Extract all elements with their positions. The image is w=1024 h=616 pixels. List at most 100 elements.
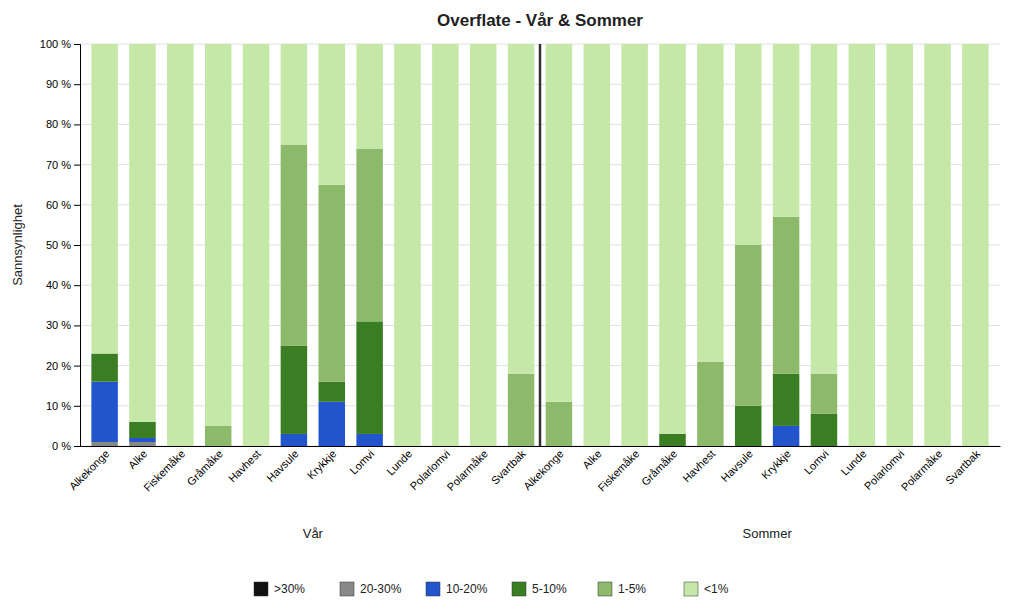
x-tick: Alkekonge (67, 446, 112, 492)
bar-segment (129, 422, 156, 438)
legend-label: >30% (274, 582, 305, 596)
bar-segment (470, 44, 497, 446)
x-tick-label: Lomvi (802, 447, 831, 476)
legend-item: 5-10% (512, 582, 567, 596)
y-tick-mark (74, 406, 80, 407)
x-tick: Svartbak (489, 446, 529, 487)
bar-segment (735, 245, 762, 406)
x-tick: Polarmåke (899, 446, 945, 493)
bar-segment (546, 44, 573, 402)
x-tick-label: Havhest (680, 447, 717, 484)
bar-segment (659, 44, 686, 434)
x-tick-label: Fiskemåke (141, 447, 187, 493)
x-tick-label: Krykkje (305, 447, 339, 481)
x-tick-label: Lomvi (347, 447, 376, 476)
legend-swatch (684, 582, 698, 596)
bar-segment (697, 44, 724, 362)
bar-segment (319, 185, 346, 382)
y-tick: 100 % (40, 38, 80, 50)
bar-segment (91, 442, 118, 446)
bar-segment (584, 44, 611, 446)
y-tick: 80 % (46, 118, 80, 130)
x-tick: Polarmåke (444, 446, 490, 493)
bar-segment (167, 44, 194, 446)
legend-item: 10-20% (426, 582, 488, 596)
legend-label: 10-20% (446, 582, 488, 596)
legend-item: <1% (684, 582, 729, 596)
bar-segment (281, 145, 308, 346)
legend-swatch (598, 582, 612, 596)
y-axis-title: Sannsynlighet (10, 204, 25, 286)
bar-segment (319, 44, 346, 185)
y-tick-label: 0 % (52, 440, 71, 452)
x-axis: AlkekongeAlkeFiskemåkeGrå­måkeHavhestHav… (67, 446, 1001, 494)
bar-segment (281, 434, 308, 446)
y-tick: 70 % (46, 159, 80, 171)
x-tick-label: Grå­måke (639, 447, 679, 487)
y-tick: 20 % (46, 360, 80, 372)
bar-segment (621, 44, 648, 446)
y-tick: 30 % (46, 319, 80, 331)
bar-segment (773, 426, 800, 446)
legend-item: 1-5% (598, 582, 646, 596)
y-tick-label: 20 % (46, 360, 71, 372)
legend-swatch (426, 582, 440, 596)
y-tick-mark (74, 84, 80, 85)
y-tick: 60 % (46, 199, 80, 211)
bar-segment (773, 217, 800, 374)
bar-segment (773, 374, 800, 426)
y-tick-mark (74, 165, 80, 166)
x-tick-label: Alkekonge (521, 447, 566, 492)
section-label: Sommer (743, 526, 793, 541)
bar-segment (546, 402, 573, 446)
x-tick: Lomvi (347, 446, 376, 477)
y-tick-label: 90 % (46, 78, 71, 90)
bar-segment (205, 44, 232, 426)
bar-segment (849, 44, 876, 446)
y-tick: 50 % (46, 239, 80, 251)
y-tick: 0 % (52, 440, 80, 452)
bar-segment (129, 438, 156, 442)
x-tick: Fiskemåke (141, 446, 187, 494)
x-tick: Havhest (226, 446, 263, 484)
legend-swatch (254, 582, 268, 596)
x-tick: Alke (126, 446, 150, 471)
legend-swatch (340, 582, 354, 596)
x-tick: Lomvi (802, 446, 831, 477)
legend-label: <1% (704, 582, 729, 596)
bar-segment (243, 44, 270, 446)
x-tick: Lunde (384, 446, 414, 478)
x-tick: Grå­måke (639, 446, 679, 488)
y-tick-label: 70 % (46, 159, 71, 171)
legend-swatch (512, 582, 526, 596)
x-tick: Lunde (839, 446, 869, 478)
x-tick-label: Alkekonge (67, 447, 112, 492)
bar-segment (281, 44, 308, 145)
x-tick-label: Lunde (384, 447, 414, 477)
x-tick-label: Havsule (718, 447, 755, 484)
chart: VårSommerAlkekongeAlkeFiskemåkeGrå­måkeH… (0, 0, 1024, 616)
x-tick-label: Fiskemåke (595, 447, 641, 493)
x-tick-label: Lunde (839, 447, 869, 477)
bar-segment (91, 44, 118, 354)
bar-segment (394, 44, 421, 446)
y-tick: 90 % (46, 78, 80, 90)
series (91, 442, 155, 446)
x-tick-label: Alke (580, 447, 604, 471)
bar-segment (508, 374, 535, 446)
title: Overflate - Vår & Sommer (437, 11, 643, 30)
x-tick: Krykkje (305, 446, 339, 481)
y-tick-mark (74, 44, 80, 45)
x-tick-label: Svartbak (489, 447, 529, 487)
legend-label: 1-5% (618, 582, 646, 596)
legend-item: 20-30% (340, 582, 402, 596)
bar-segment (91, 382, 118, 442)
y-tick-label: 10 % (46, 400, 71, 412)
bar-segment (811, 414, 838, 446)
bar-segment (811, 44, 838, 374)
section-divider (539, 44, 542, 446)
bar-segment (319, 402, 346, 446)
y-tick-label: 80 % (46, 118, 71, 130)
x-tick-label: Svartbak (943, 447, 983, 487)
x-tick: Fiskemåke (595, 446, 641, 494)
